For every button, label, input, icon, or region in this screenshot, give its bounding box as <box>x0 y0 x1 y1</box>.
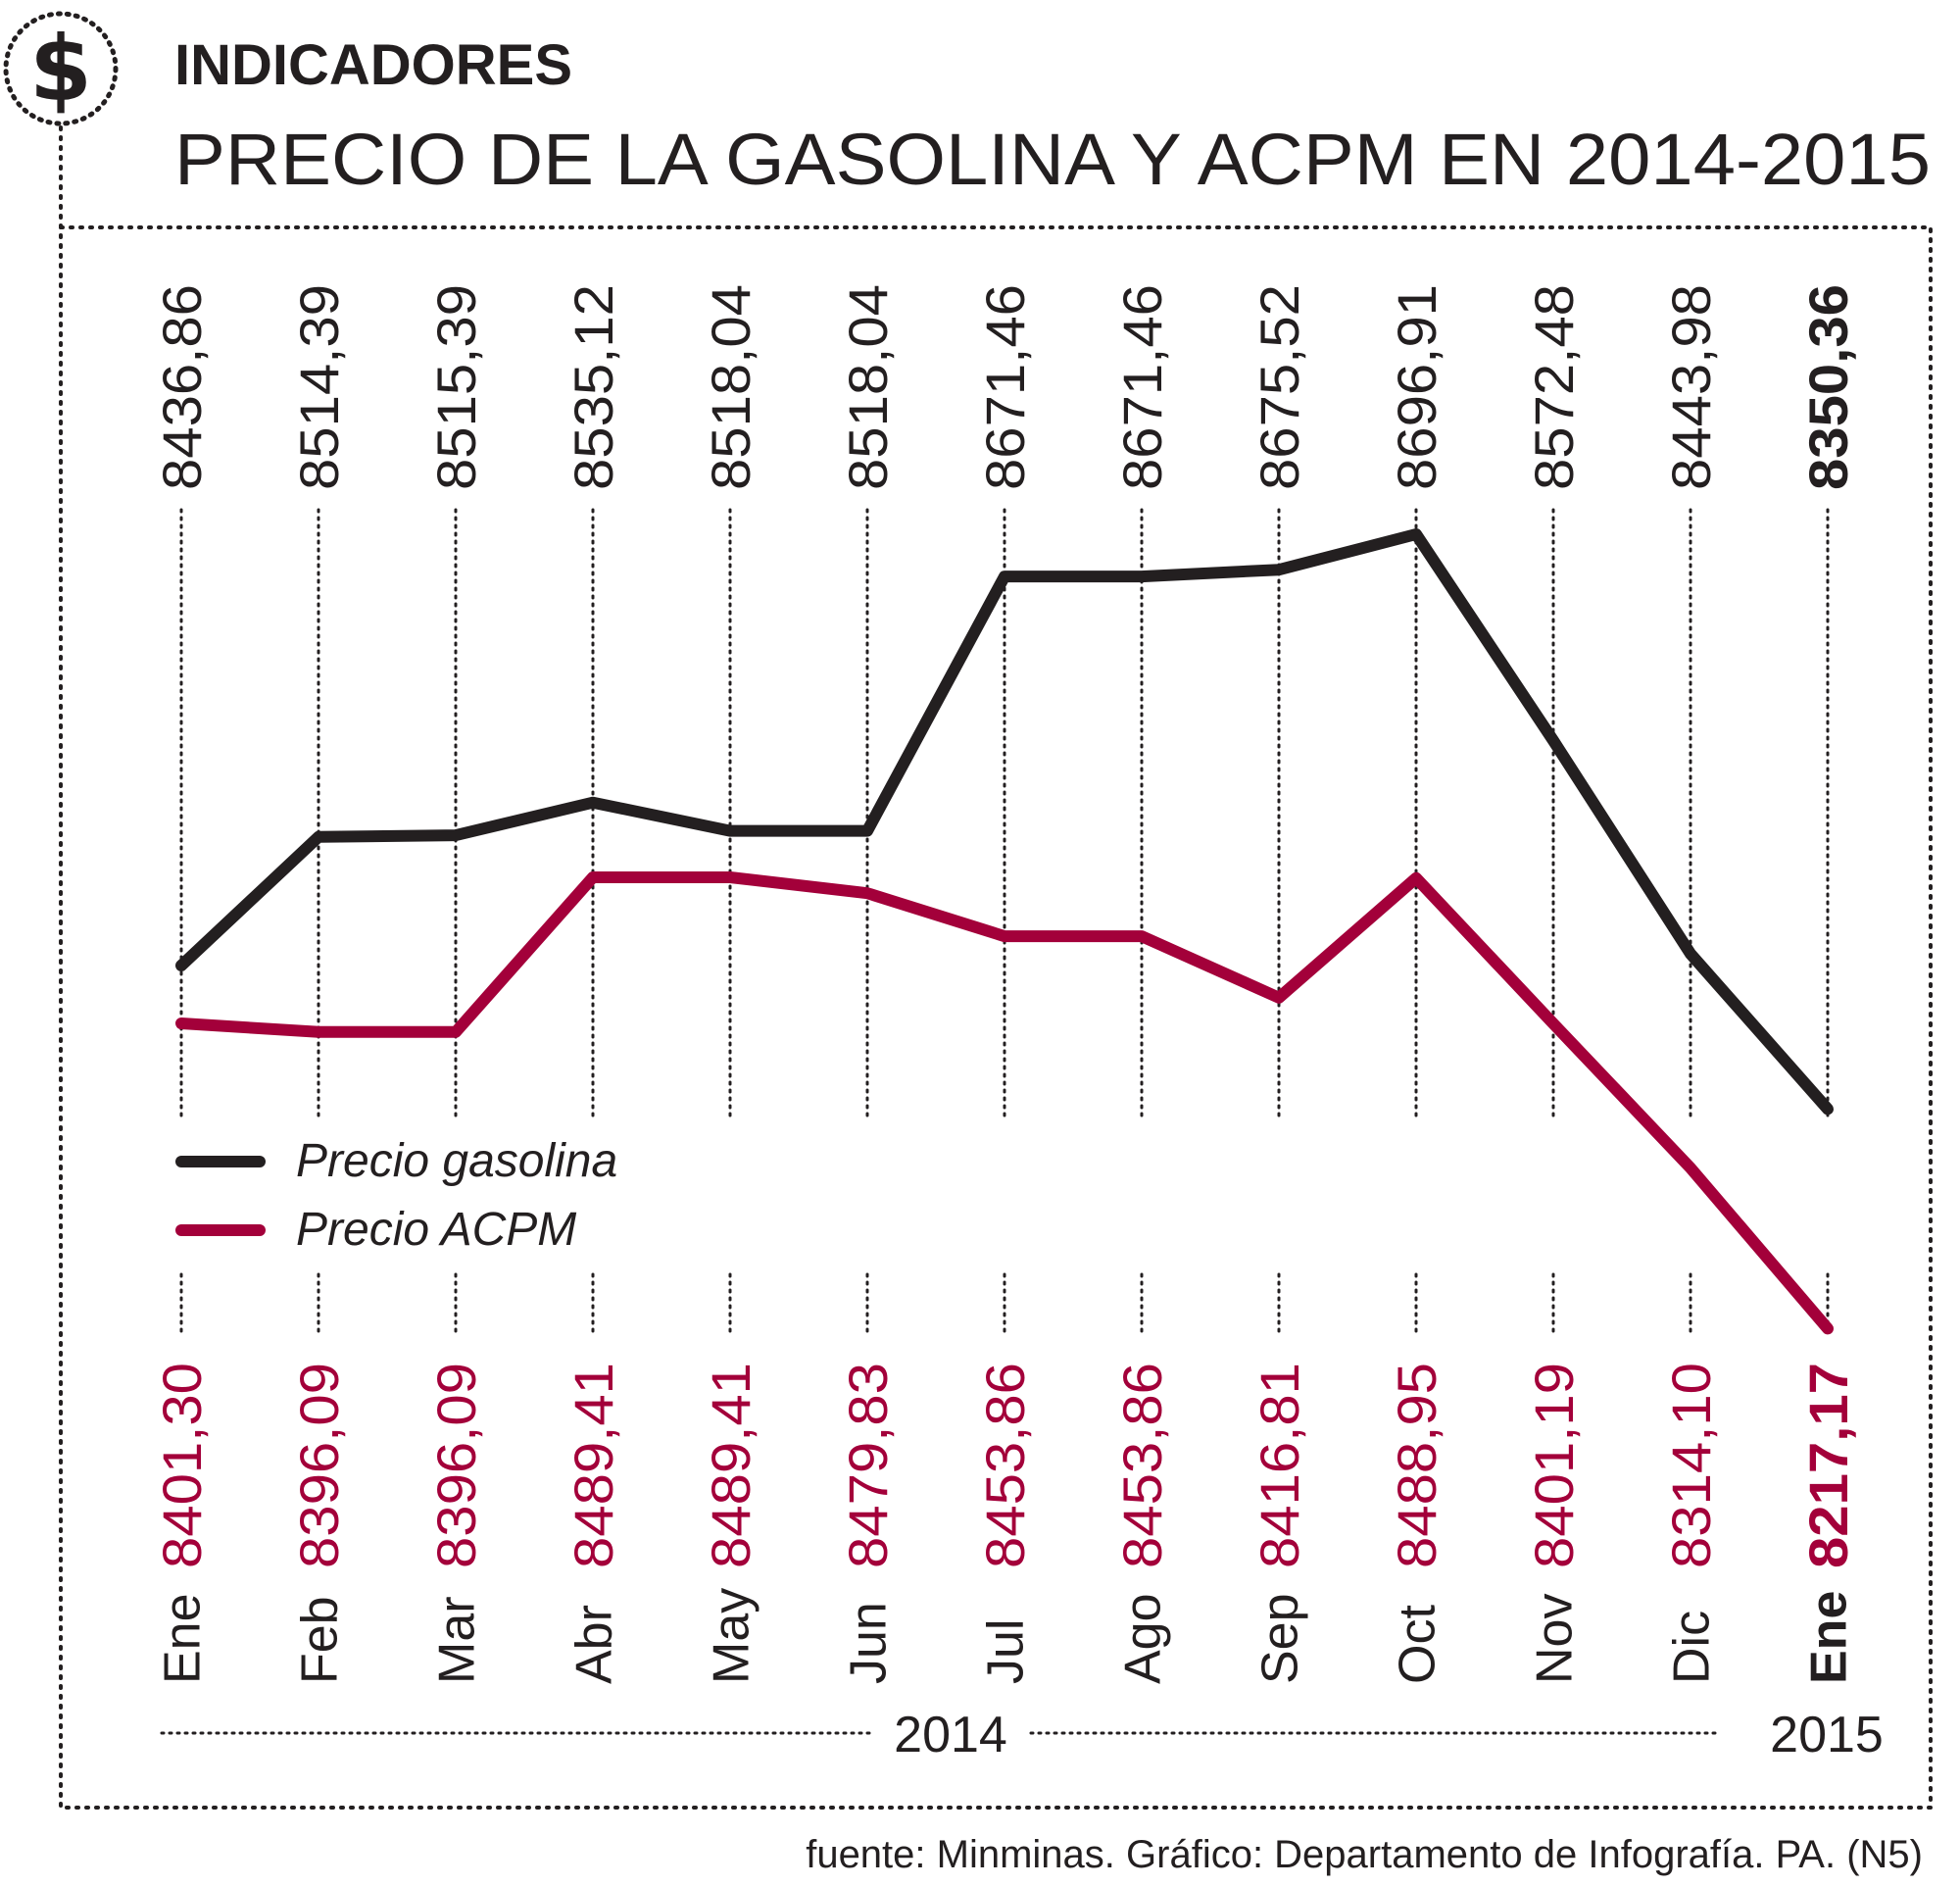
data-label-gasolina: 8671,46 <box>974 284 1036 490</box>
data-label-acpm: 8489,41 <box>563 1363 624 1568</box>
data-label-acpm: 8396,09 <box>425 1363 487 1568</box>
svg-text:$: $ <box>29 17 92 122</box>
data-labels: 8436,86 8401,30 8514,39 8396,09 8515,39 8396,… <box>151 284 1859 1568</box>
dollar-sign-icon: $ <box>3 11 119 126</box>
tick-label-month: May <box>704 1588 760 1684</box>
data-label-acpm: 8217,17 <box>1797 1363 1859 1568</box>
data-label-gasolina: 8514,39 <box>288 284 350 490</box>
data-label-acpm: 8401,30 <box>151 1363 213 1568</box>
tick-label-month: Nov <box>1527 1594 1584 1684</box>
data-label-acpm: 8401,19 <box>1523 1363 1585 1568</box>
data-label-gasolina: 8572,48 <box>1523 284 1585 490</box>
tick-label-month: Ene <box>1801 1591 1858 1684</box>
tick-label-month: Jun <box>841 1602 898 1684</box>
series-line-gasolina <box>175 528 1834 1116</box>
data-label-acpm: 8453,86 <box>1111 1363 1173 1568</box>
tick-label-month: Mar <box>429 1596 486 1684</box>
section-label: INDICADORES <box>174 33 572 97</box>
data-label-gasolina: 8696,91 <box>1386 284 1447 490</box>
year-label-2014: 2014 <box>894 1707 1007 1763</box>
data-label-gasolina: 8671,46 <box>1111 284 1173 490</box>
x-axis: Ene Feb Mar Abr May Jun Jul Ago Sep Oct Nov Dic Ene 2… <box>155 1588 1884 1763</box>
tick-label-month: Sep <box>1252 1593 1309 1684</box>
data-label-gasolina: 8535,12 <box>563 284 624 490</box>
legend-label-gasolina: Precio gasolina <box>296 1135 617 1187</box>
tick-label-month: Feb <box>292 1596 349 1684</box>
data-label-acpm: 8396,09 <box>288 1363 350 1568</box>
data-label-gasolina: 8436,86 <box>151 284 213 490</box>
data-label-gasolina: 8675,52 <box>1249 284 1310 490</box>
series-line-acpm <box>175 871 1834 1335</box>
chart-frame <box>59 225 1933 1810</box>
tick-label-month: Dic <box>1664 1611 1721 1684</box>
tick-label-month: Ene <box>155 1593 212 1684</box>
legend: Precio gasolina Precio ACPM <box>175 1135 617 1256</box>
tick-label-month: Jul <box>978 1619 1035 1684</box>
data-label-acpm: 8479,83 <box>837 1363 899 1568</box>
data-label-gasolina: 8443,98 <box>1660 284 1722 490</box>
data-label-acpm: 8314,10 <box>1660 1363 1722 1568</box>
tick-label-month: Ago <box>1115 1593 1172 1684</box>
tick-label-month: Abr <box>566 1605 623 1684</box>
tick-label-month: Oct <box>1390 1605 1446 1684</box>
data-label-gasolina: 8518,04 <box>837 284 899 490</box>
source-note: fuente: Minminas. Gráfico: Departamento … <box>806 1833 1923 1876</box>
year-label-2015: 2015 <box>1770 1707 1884 1763</box>
data-label-acpm: 8453,86 <box>974 1363 1036 1568</box>
page-title: PRECIO DE LA GASOLINA Y ACPM EN 2014-201… <box>174 119 1931 200</box>
legend-label-acpm: Precio ACPM <box>296 1204 576 1256</box>
data-label-acpm: 8488,95 <box>1386 1363 1447 1568</box>
data-label-gasolina: 8515,39 <box>425 284 487 490</box>
series-lines <box>175 528 1834 1335</box>
grid-lines <box>179 508 1830 1337</box>
data-label-gasolina: 8350,36 <box>1797 284 1859 490</box>
data-label-acpm: 8416,81 <box>1249 1363 1310 1568</box>
data-label-acpm: 8489,41 <box>700 1363 761 1568</box>
data-label-gasolina: 8518,04 <box>700 284 761 490</box>
